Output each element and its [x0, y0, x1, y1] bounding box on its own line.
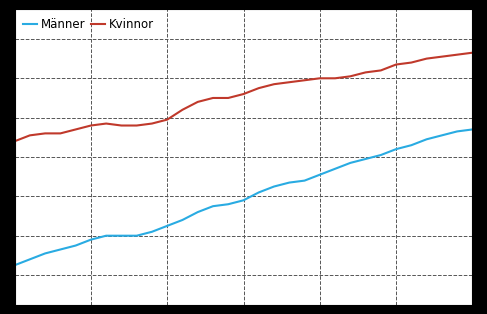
- Männer: [256, 191, 262, 194]
- Kvinnor: [271, 82, 277, 86]
- Kvinnor: [424, 57, 430, 61]
- Kvinnor: [409, 61, 414, 64]
- Line: Männer: Männer: [15, 129, 472, 265]
- Kvinnor: [317, 76, 323, 80]
- Kvinnor: [378, 68, 384, 72]
- Kvinnor: [103, 122, 109, 125]
- Kvinnor: [149, 122, 155, 125]
- Kvinnor: [42, 132, 48, 135]
- Männer: [241, 198, 246, 202]
- Kvinnor: [118, 124, 124, 127]
- Kvinnor: [164, 118, 170, 122]
- Männer: [271, 185, 277, 188]
- Männer: [42, 252, 48, 255]
- Männer: [409, 143, 414, 147]
- Männer: [164, 224, 170, 228]
- Kvinnor: [469, 51, 475, 55]
- Legend: Männer, Kvinnor: Männer, Kvinnor: [20, 15, 156, 33]
- Männer: [12, 263, 18, 267]
- Männer: [469, 127, 475, 131]
- Kvinnor: [286, 80, 292, 84]
- Männer: [210, 204, 216, 208]
- Männer: [195, 210, 201, 214]
- Männer: [347, 161, 353, 165]
- Kvinnor: [347, 74, 353, 78]
- Kvinnor: [27, 133, 33, 137]
- Männer: [439, 133, 445, 137]
- Männer: [424, 138, 430, 141]
- Männer: [393, 147, 399, 151]
- Männer: [57, 248, 63, 252]
- Kvinnor: [210, 96, 216, 100]
- Männer: [317, 173, 323, 176]
- Kvinnor: [439, 55, 445, 58]
- Männer: [286, 181, 292, 184]
- Männer: [103, 234, 109, 238]
- Kvinnor: [363, 71, 369, 74]
- Männer: [149, 230, 155, 234]
- Männer: [118, 234, 124, 238]
- Kvinnor: [88, 124, 94, 127]
- Kvinnor: [134, 124, 140, 127]
- Männer: [134, 234, 140, 238]
- Männer: [332, 167, 338, 171]
- Männer: [88, 238, 94, 241]
- Kvinnor: [256, 86, 262, 90]
- Männer: [225, 202, 231, 206]
- Männer: [180, 218, 186, 222]
- Kvinnor: [195, 100, 201, 104]
- Kvinnor: [301, 78, 307, 82]
- Kvinnor: [73, 127, 78, 131]
- Kvinnor: [332, 76, 338, 80]
- Kvinnor: [180, 108, 186, 112]
- Line: Kvinnor: Kvinnor: [15, 53, 472, 141]
- Männer: [27, 257, 33, 261]
- Männer: [363, 157, 369, 161]
- Männer: [454, 130, 460, 133]
- Kvinnor: [241, 92, 246, 96]
- Kvinnor: [454, 53, 460, 57]
- Kvinnor: [393, 62, 399, 66]
- Männer: [73, 244, 78, 247]
- Kvinnor: [12, 139, 18, 143]
- Männer: [301, 179, 307, 182]
- Kvinnor: [57, 132, 63, 135]
- Kvinnor: [225, 96, 231, 100]
- Männer: [378, 153, 384, 157]
